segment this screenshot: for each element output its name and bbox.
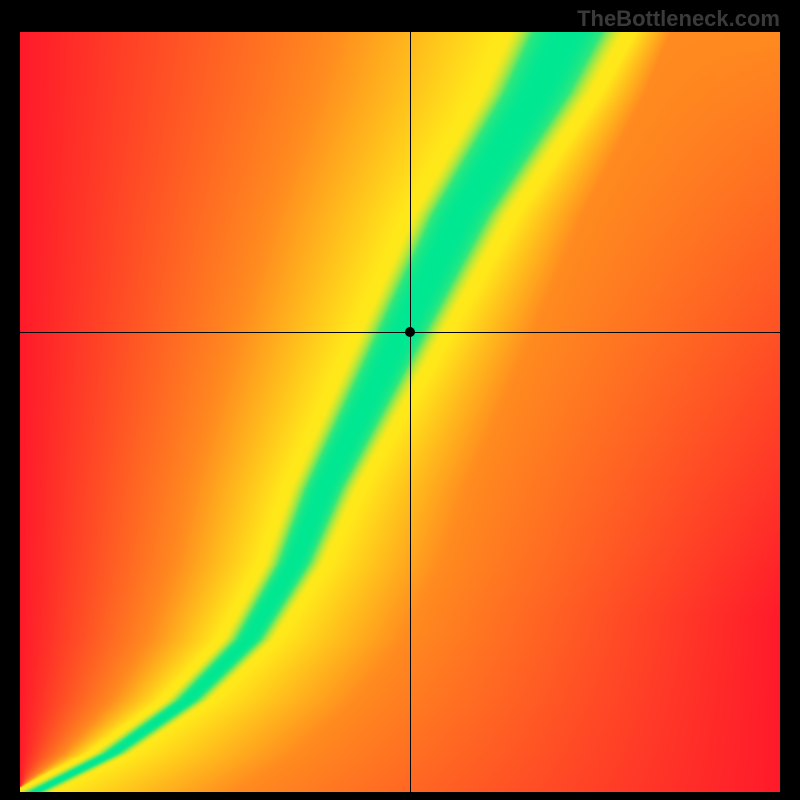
bottleneck-heatmap (20, 32, 780, 792)
watermark-text: TheBottleneck.com (577, 6, 780, 32)
crosshair-marker (405, 327, 415, 337)
crosshair-vertical (410, 32, 411, 792)
root: TheBottleneck.com (0, 0, 800, 800)
crosshair-horizontal (20, 332, 780, 333)
heatmap-canvas (20, 32, 780, 792)
